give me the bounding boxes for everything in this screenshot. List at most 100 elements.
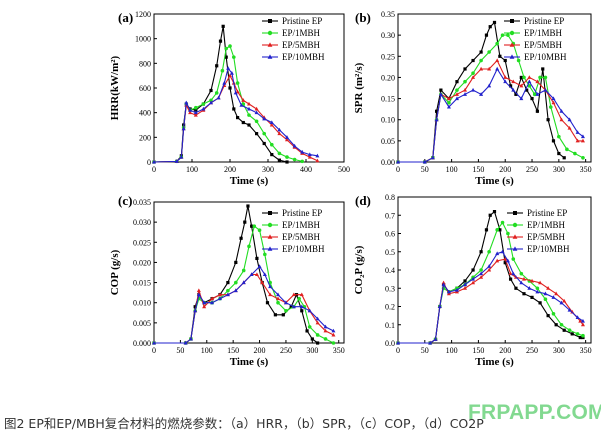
data-point	[152, 340, 156, 345]
data-point	[217, 292, 222, 297]
x-tick-label: 100	[201, 346, 213, 355]
data-point	[514, 92, 518, 96]
data-point	[575, 332, 580, 336]
data-point	[508, 84, 513, 88]
data-point	[530, 278, 535, 283]
data-point	[538, 301, 542, 305]
data-point	[226, 288, 230, 293]
data-point	[506, 33, 510, 37]
x-tick-label: 300	[553, 346, 565, 355]
data-point	[434, 117, 439, 122]
legend: Pristine EP EP/1MBH EP/5MBH EP/10MBH	[262, 16, 325, 62]
data-point	[479, 92, 484, 96]
data-point	[463, 279, 467, 283]
data-point	[285, 137, 289, 142]
data-point	[454, 96, 459, 101]
data-point	[580, 134, 585, 139]
data-point	[471, 268, 475, 272]
data-point	[484, 33, 489, 37]
y-axis-label: HRR(kW/m²)	[109, 55, 121, 120]
data-point	[575, 315, 580, 319]
data-point	[229, 71, 234, 75]
series-ep-5mbh	[396, 256, 585, 345]
data-point	[174, 159, 179, 163]
y-tick-label: 0.15	[381, 95, 395, 104]
data-point	[323, 328, 328, 333]
data-point	[495, 228, 499, 232]
data-point	[331, 328, 336, 333]
legend-label: EP/5MBH	[527, 232, 566, 242]
data-point	[243, 220, 247, 224]
data-point	[559, 300, 564, 305]
data-point	[217, 296, 222, 301]
x-tick-label: 200	[499, 346, 511, 355]
data-point	[484, 228, 489, 232]
data-point	[234, 280, 238, 285]
data-point	[183, 340, 188, 345]
data-point	[307, 325, 312, 329]
watermark: FRPAPP.COM	[468, 401, 601, 424]
data-point	[532, 92, 537, 97]
data-point	[209, 88, 213, 93]
series-line	[153, 45, 303, 163]
data-point	[454, 92, 459, 96]
data-point	[277, 131, 282, 136]
plot-frame	[397, 196, 592, 344]
panel-label: (d)	[355, 193, 371, 208]
x-tick-label: 0	[396, 165, 400, 174]
data-point	[463, 79, 467, 84]
data-point	[277, 158, 281, 162]
data-point	[487, 267, 492, 272]
legend-label: EP/1MBH	[524, 28, 563, 38]
data-point	[546, 314, 550, 318]
data-point	[554, 323, 558, 327]
data-point	[575, 130, 580, 134]
data-point	[562, 328, 566, 332]
data-point	[226, 280, 230, 285]
data-point	[220, 68, 225, 73]
series-ep-1mbh	[152, 224, 336, 345]
data-point	[479, 50, 483, 54]
data-point	[222, 80, 227, 85]
data-point	[209, 100, 213, 105]
data-point	[270, 142, 274, 147]
data-point	[396, 159, 400, 164]
legend-marker	[509, 42, 515, 47]
data-point	[516, 58, 521, 63]
data-point	[479, 271, 484, 276]
data-point	[179, 154, 184, 159]
data-point	[541, 67, 545, 71]
data-point	[188, 108, 193, 112]
data-point	[196, 292, 201, 297]
data-point	[527, 75, 532, 79]
data-point	[463, 92, 468, 96]
y-tick-label: 0.030	[133, 218, 151, 227]
data-point	[498, 228, 502, 232]
data-point	[249, 272, 254, 277]
data-point	[565, 147, 569, 152]
data-point	[559, 322, 564, 327]
plot-frame	[397, 13, 592, 163]
data-point	[446, 104, 451, 109]
y-tick-label: 0.4	[385, 266, 395, 275]
data-point	[527, 286, 532, 290]
legend-label: Pristine EP	[524, 16, 564, 26]
data-point	[508, 277, 513, 281]
legend-marker	[510, 19, 514, 23]
data-point	[247, 244, 251, 249]
panel-label: (a)	[118, 10, 133, 25]
data-point	[570, 332, 574, 336]
data-point	[471, 276, 476, 281]
data-point	[535, 79, 540, 84]
data-point	[202, 304, 207, 309]
data-point	[239, 236, 243, 240]
data-point	[447, 101, 451, 105]
y-tick-label: 0.015	[133, 279, 151, 288]
y-tick-label: 0.7	[385, 211, 395, 220]
data-point	[511, 87, 516, 92]
data-point	[538, 75, 542, 80]
data-point	[471, 75, 476, 79]
data-point	[455, 80, 459, 84]
data-point	[454, 287, 459, 292]
data-point	[265, 301, 270, 305]
